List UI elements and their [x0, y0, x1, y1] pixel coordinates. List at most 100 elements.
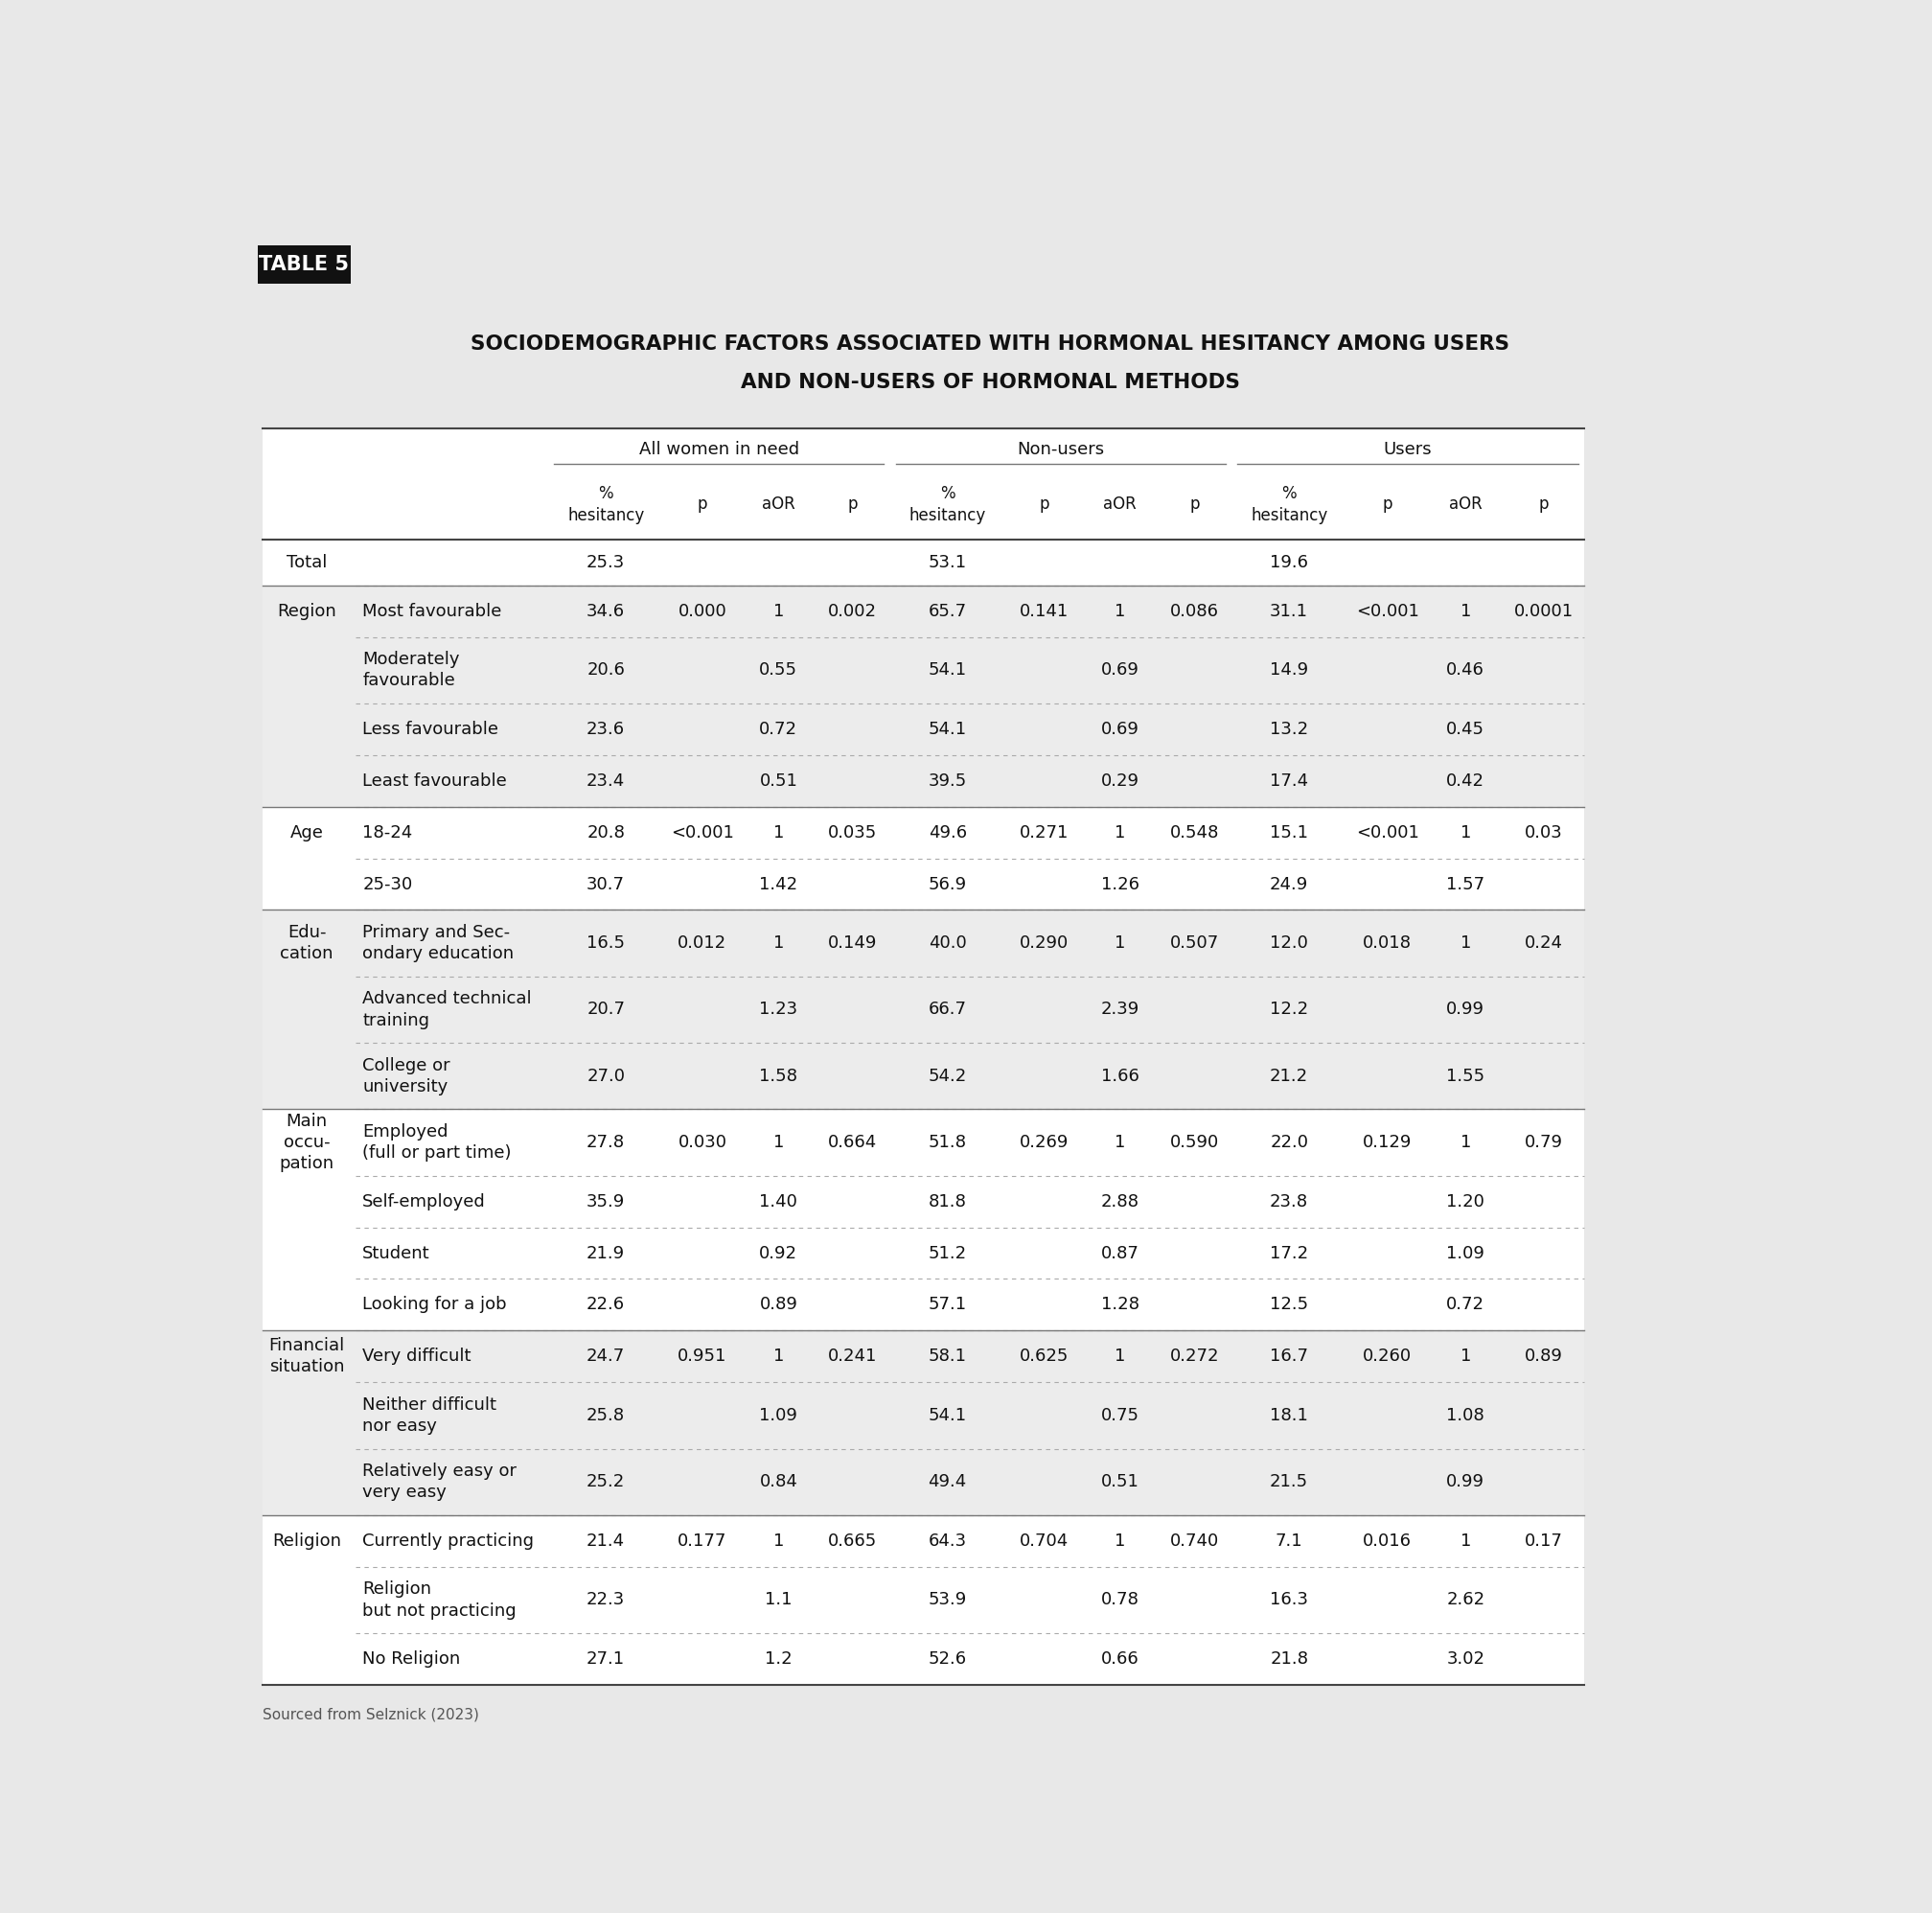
Text: Least favourable: Least favourable: [363, 773, 506, 790]
Text: 0.66: 0.66: [1101, 1651, 1140, 1668]
Text: 18-24: 18-24: [363, 825, 413, 842]
FancyBboxPatch shape: [263, 859, 1584, 911]
Text: 1: 1: [1461, 1532, 1470, 1550]
Text: No Religion: No Religion: [363, 1651, 460, 1668]
Text: 0.507: 0.507: [1171, 935, 1219, 953]
Text: 1.55: 1.55: [1447, 1067, 1484, 1085]
Text: 0.012: 0.012: [678, 935, 726, 953]
Text: 1.42: 1.42: [759, 876, 798, 893]
FancyBboxPatch shape: [263, 1383, 1584, 1448]
Text: 25.8: 25.8: [587, 1406, 626, 1423]
Text: Main
occu-
pation: Main occu- pation: [280, 1113, 334, 1173]
Text: 0.271: 0.271: [1020, 825, 1068, 842]
Text: 2.39: 2.39: [1101, 1000, 1140, 1018]
Text: 21.8: 21.8: [1269, 1651, 1308, 1668]
Text: <0.001: <0.001: [670, 825, 734, 842]
Text: 0.29: 0.29: [1101, 773, 1140, 790]
FancyBboxPatch shape: [263, 1331, 1584, 1383]
FancyBboxPatch shape: [263, 1110, 1584, 1176]
Text: %
hesitancy: % hesitancy: [568, 484, 643, 524]
Text: 12.0: 12.0: [1269, 935, 1308, 953]
Text: 12.2: 12.2: [1269, 1000, 1308, 1018]
Text: <0.001: <0.001: [1356, 825, 1420, 842]
Text: 1.26: 1.26: [1101, 876, 1140, 893]
Text: Users: Users: [1383, 440, 1432, 457]
Text: 0.590: 0.590: [1171, 1134, 1219, 1152]
Text: 25-30: 25-30: [363, 876, 413, 893]
Text: Primary and Sec-
ondary education: Primary and Sec- ondary education: [363, 924, 514, 962]
Text: 40.0: 40.0: [929, 935, 966, 953]
Text: 21.2: 21.2: [1269, 1067, 1308, 1085]
Text: 1: 1: [773, 1532, 784, 1550]
FancyBboxPatch shape: [263, 704, 1584, 756]
Text: 22.0: 22.0: [1269, 1134, 1308, 1152]
Text: 0.79: 0.79: [1524, 1134, 1563, 1152]
Text: 0.72: 0.72: [1447, 1297, 1484, 1314]
Text: 54.1: 54.1: [927, 721, 966, 738]
Text: 0.84: 0.84: [759, 1473, 798, 1490]
Text: 2.88: 2.88: [1101, 1194, 1140, 1211]
Text: 0.99: 0.99: [1447, 1000, 1484, 1018]
Text: Financial
situation: Financial situation: [269, 1337, 344, 1375]
Text: 49.6: 49.6: [927, 825, 966, 842]
Text: Advanced technical
training: Advanced technical training: [363, 991, 531, 1029]
FancyBboxPatch shape: [263, 756, 1584, 807]
Text: 52.6: 52.6: [927, 1651, 966, 1668]
FancyBboxPatch shape: [263, 1176, 1584, 1228]
Text: 64.3: 64.3: [927, 1532, 966, 1550]
Text: 23.8: 23.8: [1269, 1194, 1308, 1211]
FancyBboxPatch shape: [263, 1280, 1584, 1331]
Text: 0.99: 0.99: [1447, 1473, 1484, 1490]
Text: 1: 1: [1461, 935, 1470, 953]
Text: 57.1: 57.1: [927, 1297, 966, 1314]
Text: Employed
(full or part time): Employed (full or part time): [363, 1123, 512, 1161]
Text: 12.5: 12.5: [1269, 1297, 1308, 1314]
Text: 0.269: 0.269: [1020, 1134, 1068, 1152]
Text: 39.5: 39.5: [927, 773, 966, 790]
Text: 14.9: 14.9: [1269, 662, 1308, 679]
Text: College or
university: College or university: [363, 1056, 450, 1096]
Text: 0.92: 0.92: [759, 1245, 798, 1263]
Text: 1: 1: [1115, 1349, 1126, 1366]
Text: 18.1: 18.1: [1269, 1406, 1308, 1423]
Text: 66.7: 66.7: [927, 1000, 966, 1018]
Text: AND NON-USERS OF HORMONAL METHODS: AND NON-USERS OF HORMONAL METHODS: [740, 373, 1240, 392]
Text: 1.66: 1.66: [1101, 1067, 1140, 1085]
Text: 0.24: 0.24: [1524, 935, 1563, 953]
Text: 20.6: 20.6: [587, 662, 624, 679]
Text: 0.75: 0.75: [1101, 1406, 1140, 1423]
Text: 53.1: 53.1: [927, 553, 966, 570]
Text: 1: 1: [1115, 1532, 1126, 1550]
Text: p: p: [1039, 495, 1049, 513]
Text: 0.000: 0.000: [678, 603, 726, 620]
Text: 51.8: 51.8: [927, 1134, 966, 1152]
Text: 1: 1: [1461, 825, 1470, 842]
Text: 22.6: 22.6: [587, 1297, 626, 1314]
Text: 0.17: 0.17: [1524, 1532, 1563, 1550]
Text: 0.78: 0.78: [1101, 1592, 1140, 1609]
Text: 17.4: 17.4: [1269, 773, 1308, 790]
Text: Age: Age: [290, 825, 323, 842]
Text: 0.740: 0.740: [1171, 1532, 1219, 1550]
Text: 1: 1: [1115, 935, 1126, 953]
Text: 1: 1: [1461, 603, 1470, 620]
Text: 0.241: 0.241: [829, 1349, 877, 1366]
Text: 23.6: 23.6: [587, 721, 626, 738]
Text: 56.9: 56.9: [927, 876, 966, 893]
Text: Self-employed: Self-employed: [363, 1194, 487, 1211]
Text: 16.3: 16.3: [1269, 1592, 1308, 1609]
Text: 1.58: 1.58: [759, 1067, 798, 1085]
Text: 1: 1: [773, 935, 784, 953]
Text: 17.2: 17.2: [1269, 1245, 1308, 1263]
Text: 0.141: 0.141: [1020, 603, 1068, 620]
Text: 0.030: 0.030: [678, 1134, 726, 1152]
Text: 0.03: 0.03: [1524, 825, 1563, 842]
Text: 27.0: 27.0: [587, 1067, 624, 1085]
Text: 24.7: 24.7: [587, 1349, 626, 1366]
Text: 25.2: 25.2: [587, 1473, 626, 1490]
FancyBboxPatch shape: [263, 585, 1584, 637]
Text: aOR: aOR: [1449, 495, 1482, 513]
FancyBboxPatch shape: [263, 429, 1584, 1685]
Text: Religion
but not practicing: Religion but not practicing: [363, 1580, 516, 1618]
FancyBboxPatch shape: [263, 1448, 1584, 1515]
